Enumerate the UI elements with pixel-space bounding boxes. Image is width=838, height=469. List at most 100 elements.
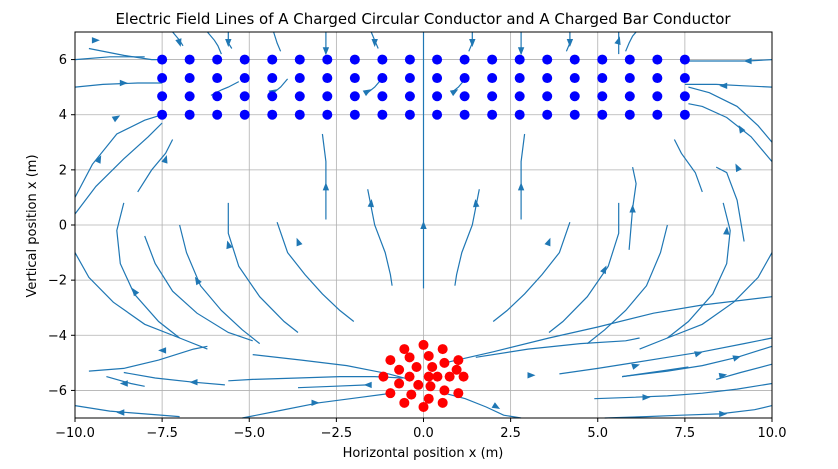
bar-charge-point xyxy=(542,109,553,120)
bar-charge-point xyxy=(322,109,333,120)
circular-conductor xyxy=(378,339,469,412)
x-tick-label: −7.5 xyxy=(146,426,178,441)
streamline xyxy=(454,189,480,286)
y-axis-label: Vertical position x (m) xyxy=(25,154,40,297)
bar-charge-point xyxy=(542,91,553,102)
bar-charge-point xyxy=(294,73,305,84)
stream-arrow xyxy=(161,155,168,164)
circle-charge-point xyxy=(437,397,448,408)
stream-arrow xyxy=(371,39,378,47)
streamline xyxy=(273,78,289,94)
stream-arrows xyxy=(91,36,752,418)
circle-charge-point xyxy=(437,344,448,355)
y-tick-label: −2 xyxy=(48,274,67,289)
streamline xyxy=(206,31,222,55)
streamline xyxy=(444,296,773,364)
bar-charge-point xyxy=(239,91,250,102)
streamline xyxy=(321,133,327,220)
stream-arrow xyxy=(132,287,140,297)
bar-charge-point xyxy=(514,54,525,65)
bar-charge-point xyxy=(459,54,470,65)
stream-arrow xyxy=(362,89,372,97)
bar-charge-point xyxy=(404,91,415,102)
bar-charge-point xyxy=(322,54,333,65)
bar-conductor xyxy=(157,54,690,120)
streamline xyxy=(106,376,145,387)
streamline xyxy=(716,363,773,380)
stream-arrow xyxy=(491,402,501,409)
streamline xyxy=(228,376,403,382)
x-tick-label: −10.0 xyxy=(55,426,95,441)
streamline xyxy=(586,224,668,345)
streamline xyxy=(74,252,208,350)
bar-charge-point xyxy=(597,109,608,120)
bar-charge-point xyxy=(404,73,415,84)
streamline xyxy=(625,31,637,52)
bar-charge-point xyxy=(679,109,690,120)
chart-title: Electric Field Lines of A Charged Circul… xyxy=(115,10,731,28)
stream-arrow xyxy=(743,57,752,65)
stream-arrow xyxy=(226,240,233,250)
streamline xyxy=(242,392,393,419)
bar-charge-point xyxy=(597,91,608,102)
stream-arrow xyxy=(718,372,728,380)
streamline xyxy=(297,384,368,389)
stream-arrow xyxy=(566,39,574,47)
streamline xyxy=(74,122,163,215)
bar-charge-point xyxy=(432,109,443,120)
x-axis-ticks: −10.0 −7.5 −5.0 −2.5 0.0 2.5 5.0 7.5 10.0 xyxy=(55,418,786,441)
circle-charge-point xyxy=(385,355,396,366)
stream-arrow xyxy=(642,394,651,401)
bar-charge-point xyxy=(377,109,388,120)
circle-charge-point xyxy=(439,385,450,396)
circle-charge-point xyxy=(406,389,417,400)
streamline xyxy=(622,345,773,378)
bar-charge-point xyxy=(212,109,223,120)
streamline xyxy=(594,382,773,400)
stream-arrow xyxy=(225,39,232,47)
streamline xyxy=(123,371,225,386)
circle-charge-point xyxy=(439,357,450,368)
circle-charge-point xyxy=(394,378,405,389)
bar-charge-point xyxy=(157,109,168,120)
bar-charge-point xyxy=(459,91,470,102)
streamline xyxy=(492,222,571,322)
bar-charge-point xyxy=(624,109,635,120)
x-tick-label: 5.0 xyxy=(587,426,608,441)
bar-charge-point xyxy=(157,54,168,65)
y-tick-label: 2 xyxy=(59,163,67,178)
stream-arrow xyxy=(322,47,330,56)
circle-charge-point xyxy=(423,371,434,382)
bar-charge-point xyxy=(652,54,663,65)
bar-charge-point xyxy=(349,54,360,65)
bar-charge-point xyxy=(322,91,333,102)
bar-charge-point xyxy=(349,109,360,120)
streamline xyxy=(367,189,393,286)
y-tick-label: 6 xyxy=(59,53,67,68)
x-axis-label: Horizontal position x (m) xyxy=(343,446,504,461)
stream-arrow xyxy=(111,115,121,123)
streamline xyxy=(715,166,745,242)
bar-charge-point xyxy=(294,109,305,120)
bar-charge-point xyxy=(679,91,690,102)
stream-arrow xyxy=(631,363,640,370)
bar-charge-point xyxy=(487,91,498,102)
circle-charge-point xyxy=(404,352,415,363)
bar-charge-point xyxy=(212,73,223,84)
stream-arrow xyxy=(527,372,536,379)
stream-arrow xyxy=(91,37,100,44)
bar-charge-point xyxy=(349,73,360,84)
bar-charge-point xyxy=(267,91,278,102)
circle-charge-point xyxy=(404,371,415,382)
streamline xyxy=(667,202,731,339)
stream-arrow xyxy=(473,199,480,208)
bar-charge-point xyxy=(157,91,168,102)
stream-arrow xyxy=(420,221,427,229)
circle-charge-point xyxy=(423,350,434,361)
bar-charge-point xyxy=(267,54,278,65)
streamline xyxy=(74,82,163,88)
circle-charge-point xyxy=(425,381,436,392)
y-axis-ticks: −6 −4 −2 0 2 4 6 xyxy=(48,53,75,399)
circle-charge-point xyxy=(399,344,410,355)
